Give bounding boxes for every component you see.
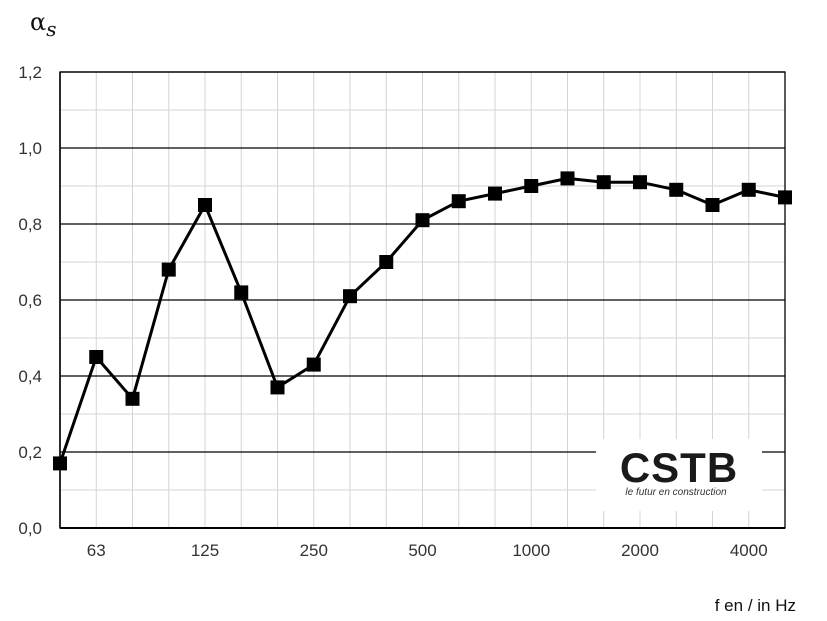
data-point-marker — [596, 175, 611, 190]
data-point-marker — [306, 357, 321, 372]
axes — [59, 71, 786, 529]
y-axis-symbol: α — [30, 8, 46, 36]
y-axis-title: αs — [30, 8, 56, 41]
data-point-marker — [705, 198, 720, 212]
logo-tagline: le futur en construction — [625, 487, 727, 498]
data-point-marker — [669, 182, 684, 197]
logo-background — [596, 439, 762, 511]
x-tick-label: 63 — [87, 541, 106, 560]
data-point-marker — [379, 255, 394, 269]
data-point-marker — [524, 179, 539, 193]
y-tick-label: 1,2 — [18, 63, 42, 82]
y-tick-label: 0,4 — [18, 367, 42, 386]
x-tick-label: 250 — [300, 541, 328, 560]
y-tick-label: 0,8 — [18, 215, 42, 234]
data-point-marker — [234, 285, 249, 300]
data-point-marker — [270, 380, 285, 395]
data-point-marker — [343, 289, 357, 304]
data-point-marker — [89, 350, 104, 364]
y-tick-label: 0,6 — [18, 291, 42, 310]
x-tick-label: 500 — [408, 541, 436, 560]
y-tick-label: 0,2 — [18, 443, 42, 462]
x-tick-label: 125 — [191, 541, 219, 560]
data-point-marker — [125, 391, 140, 406]
data-point-marker — [741, 182, 756, 197]
logo-text: CSTB — [620, 444, 738, 491]
data-point-marker — [778, 190, 792, 205]
data-point-marker — [53, 456, 67, 471]
data-point-marker — [451, 194, 466, 209]
x-axis-title: f en / in Hz — [715, 596, 796, 615]
data-point-marker — [161, 262, 176, 277]
y-tick-label: 1,0 — [18, 139, 42, 158]
series-absorption — [53, 171, 792, 471]
x-tick-label: 4000 — [730, 541, 768, 560]
data-point-marker — [488, 186, 502, 201]
y-tick-labels: 0,0 0,2 0,4 0,6 0,8 1,0 1,2 — [18, 63, 42, 538]
x-tick-labels: 63 125 250 500 1000 2000 4000 — [87, 541, 768, 560]
data-point-marker — [560, 171, 575, 186]
data-point-marker — [633, 175, 647, 190]
y-axis-subscript: s — [46, 17, 56, 41]
x-tick-label: 2000 — [621, 541, 659, 560]
data-point-marker — [198, 198, 212, 212]
cstb-logo: CSTB le futur en construction — [596, 439, 762, 511]
y-tick-label: 0,0 — [18, 519, 42, 538]
x-tick-label: 1000 — [512, 541, 550, 560]
data-point-marker — [415, 213, 430, 228]
